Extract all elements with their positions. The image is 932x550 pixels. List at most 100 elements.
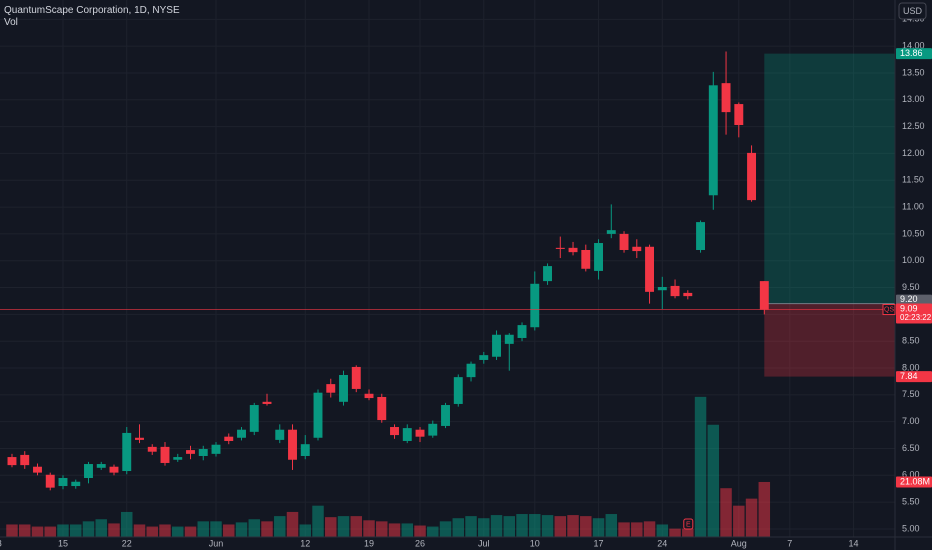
volume-bar <box>707 424 720 537</box>
y-tick-label: 7.00 <box>902 416 920 426</box>
candle-body <box>377 396 387 421</box>
x-tick-label: 19 <box>364 538 374 548</box>
y-tick-label: 6.50 <box>902 443 920 453</box>
chart-title: QuantumScape Corporation, 1D, NYSE <box>4 5 180 16</box>
currency[interactable]: USD <box>903 6 923 16</box>
volume-bar <box>541 515 554 537</box>
candle-body <box>747 152 757 201</box>
candle-body <box>211 444 221 454</box>
candle-body <box>275 429 285 440</box>
volume-bar <box>31 526 44 537</box>
volume-bar <box>223 524 235 537</box>
candle-body <box>415 429 425 437</box>
volume-bar <box>682 528 694 537</box>
candle-body <box>759 281 769 310</box>
volume-bar <box>465 516 477 537</box>
x-tick-label: 10 <box>530 538 540 548</box>
volume-bar <box>325 517 337 537</box>
candle-body <box>721 83 731 113</box>
candle-body <box>606 230 616 234</box>
volume-bar <box>478 518 490 537</box>
volume-bar <box>337 516 350 537</box>
volume-bar <box>605 514 618 537</box>
volume-bar <box>363 520 375 537</box>
y-tick-label: 14.00 <box>902 41 925 51</box>
volume-bar <box>490 515 503 537</box>
x-tick-label: 7 <box>787 538 792 548</box>
entry-label: 9.20 <box>900 294 918 304</box>
currency-button[interactable] <box>898 2 927 20</box>
y-tick-label: 8.00 <box>902 362 920 372</box>
candle-body <box>466 363 476 378</box>
candle-body <box>58 477 68 487</box>
long-position <box>764 53 895 377</box>
volume-title: Vol <box>4 17 18 28</box>
volume-bar <box>44 526 56 537</box>
candle-body <box>339 374 348 402</box>
candle-body <box>657 287 667 291</box>
x-tick-label: Jul <box>478 538 490 548</box>
candle-body <box>135 437 144 440</box>
volume-bar <box>376 521 388 537</box>
volume-bar <box>70 524 82 537</box>
volume-label: 21.08M <box>900 476 930 486</box>
volume-bar <box>95 519 107 537</box>
volume-bar <box>248 519 260 537</box>
volume-pane: E <box>6 396 771 537</box>
volume-bar <box>439 521 452 537</box>
volume-bar <box>414 525 426 537</box>
x-tick-label: 14 <box>849 538 859 548</box>
volume-bar <box>172 526 184 537</box>
target-label: 13.86 <box>900 48 923 58</box>
earnings-label: E <box>686 521 691 528</box>
candle-body <box>428 423 438 436</box>
y-tick-label: 12.00 <box>902 148 925 158</box>
candle-body <box>84 464 93 478</box>
stop-label: 7.84 <box>900 371 918 381</box>
volume-bar <box>388 523 401 537</box>
volume-bar <box>554 516 567 537</box>
current-price-label: 9.09 <box>900 303 918 313</box>
x-tick-label: 26 <box>415 538 425 548</box>
y-tick-label: 8.50 <box>902 336 920 346</box>
stop-label-box <box>896 371 932 383</box>
earnings-icon <box>683 518 694 530</box>
candle-body <box>96 464 106 468</box>
candle-body <box>224 436 234 441</box>
volume-bar <box>82 521 95 537</box>
volume-bar <box>529 514 541 537</box>
x-tick-label: 17 <box>594 538 604 548</box>
x-tick-label: 8 <box>0 538 2 548</box>
candle-body <box>186 450 195 454</box>
candle-body <box>594 243 603 271</box>
candle-body <box>696 222 706 250</box>
volume-bar <box>643 521 656 537</box>
candle-body <box>543 266 552 282</box>
x-tick-label: Jun <box>209 538 224 548</box>
candle-body <box>33 466 42 473</box>
candle-body <box>402 428 412 441</box>
volume-bar <box>656 524 669 537</box>
volume-bar <box>184 526 197 537</box>
x-tick-label: 15 <box>58 538 68 548</box>
candle-body <box>517 325 527 338</box>
candle-body <box>122 432 132 472</box>
volume-bar <box>108 523 120 537</box>
entry-label-box <box>896 294 932 305</box>
axes: 5.005.506.006.507.007.508.008.509.009.50… <box>0 14 932 548</box>
volume-bar <box>146 526 158 537</box>
y-tick-label: 12.50 <box>902 121 925 131</box>
stop-zone <box>764 303 895 377</box>
volume-bar <box>758 481 771 537</box>
candle-body <box>568 247 578 253</box>
y-tick-label: 5.50 <box>902 497 920 507</box>
volume-bar <box>669 528 681 537</box>
y-tick-label: 6.00 <box>902 470 920 480</box>
candle-body <box>160 446 170 463</box>
volume-bar <box>121 511 133 537</box>
x-tick-label: Aug <box>731 538 747 548</box>
volume-bar <box>261 521 273 537</box>
volume-bar <box>18 524 31 537</box>
